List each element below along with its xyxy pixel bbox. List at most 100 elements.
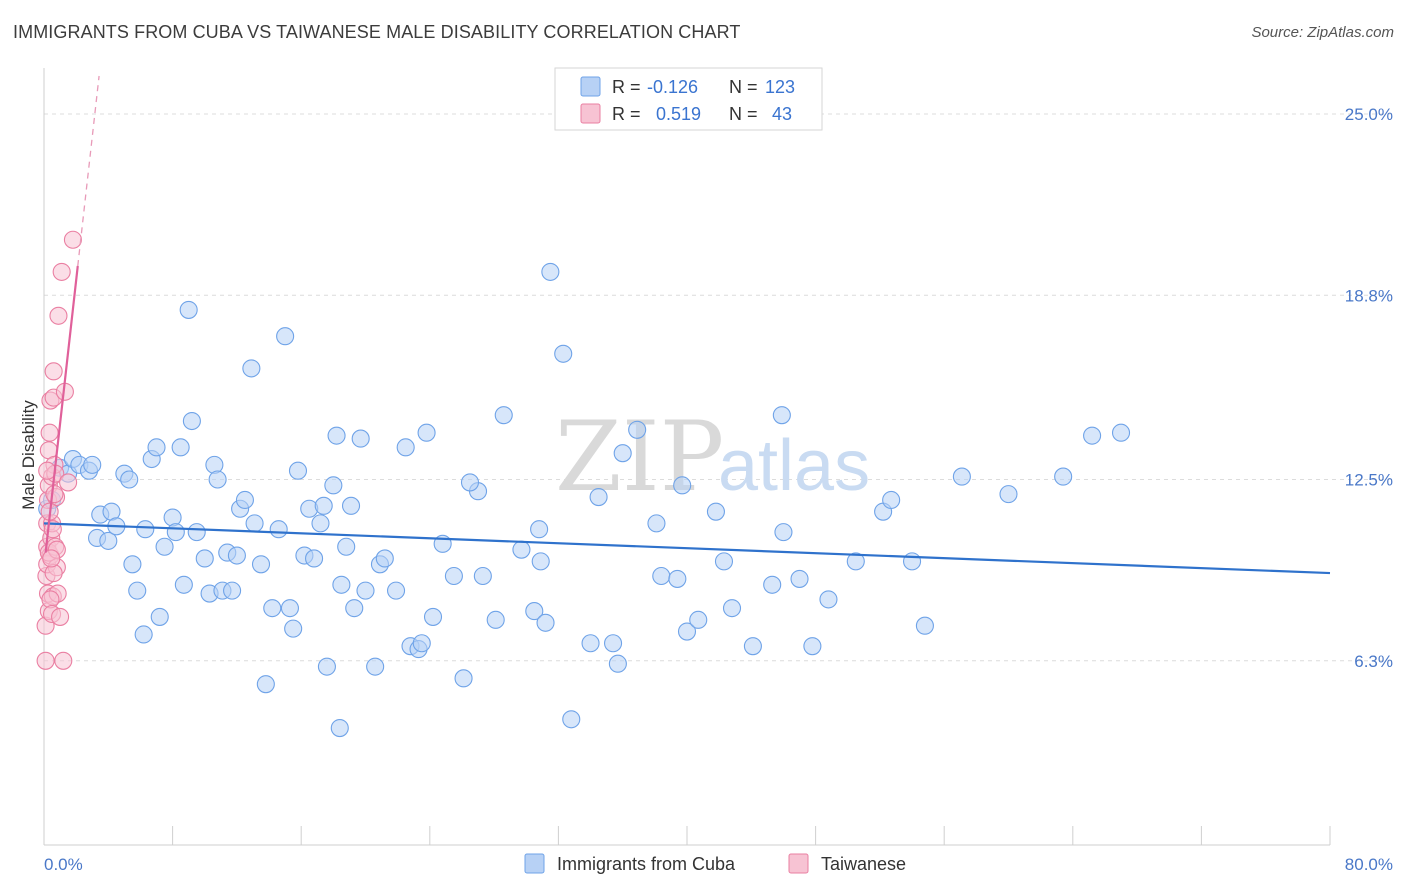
point-cuba <box>608 654 627 673</box>
bottom-legend-label-cuba: Immigrants from Cuba <box>557 854 736 874</box>
y-tick-label: 25.0% <box>1345 105 1393 124</box>
point-taiwanese <box>44 362 63 381</box>
point-cuba <box>604 634 623 653</box>
trend-lines <box>43 75 1331 575</box>
point-cuba <box>743 637 762 656</box>
point-cuba <box>525 602 544 621</box>
trend-line-taiwanese-extension <box>77 75 100 267</box>
point-cuba <box>554 344 573 363</box>
point-cuba <box>423 607 443 626</box>
y-tick-label: 6.3% <box>1354 652 1393 671</box>
point-cuba <box>227 546 246 565</box>
point-cuba <box>356 581 375 600</box>
point-cuba <box>915 616 934 635</box>
point-cuba <box>332 575 351 594</box>
point-taiwanese <box>63 230 82 249</box>
axis-labels: 6.3% 12.5% 18.8% 25.0% 0.0% 80.0% Male Disabil… <box>19 105 1393 874</box>
point-cuba <box>722 599 742 618</box>
point-cuba <box>276 327 295 346</box>
point-cuba <box>763 575 782 594</box>
point-cuba <box>136 520 155 539</box>
point-cuba <box>444 566 463 586</box>
y-axis-title: Male Disability <box>19 400 38 510</box>
point-cuba <box>417 423 436 442</box>
point-cuba <box>223 581 242 600</box>
point-cuba <box>628 420 647 439</box>
point-taiwanese <box>40 423 59 442</box>
point-cuba <box>999 485 1018 504</box>
point-cuba <box>147 438 166 457</box>
point-cuba <box>150 607 169 626</box>
point-cuba <box>337 537 356 556</box>
point-cuba <box>171 438 190 457</box>
point-cuba <box>305 549 324 568</box>
point-cuba <box>208 470 227 489</box>
point-taiwanese <box>52 262 71 281</box>
x-tick-label-min: 0.0% <box>44 855 83 874</box>
point-cuba <box>99 531 118 550</box>
legend-r-label-taiwanese: R = <box>612 104 641 124</box>
bottom-legend: Immigrants from Cuba Taiwanese <box>524 853 906 874</box>
point-taiwanese <box>42 549 61 568</box>
point-cuba <box>187 523 206 542</box>
legend-n-label-taiwanese: N = <box>729 104 758 124</box>
point-cuba <box>345 599 364 618</box>
point-cuba <box>366 657 385 676</box>
point-cuba <box>581 634 600 653</box>
top-legend: R = -0.126 N = 123 R = 0.519 N = 43 <box>554 67 823 131</box>
point-cuba <box>512 540 531 559</box>
point-cuba <box>280 599 299 618</box>
trend-line-taiwanese <box>44 265 79 553</box>
point-cuba <box>882 490 901 510</box>
point-cuba <box>155 537 174 556</box>
trend-line-cuba <box>43 522 1331 575</box>
point-cuba <box>673 476 692 495</box>
point-cuba <box>327 426 346 445</box>
point-cuba <box>677 622 697 641</box>
point-cuba <box>284 619 303 638</box>
point-cuba <box>803 637 822 656</box>
point-cuba <box>473 566 492 586</box>
point-cuba <box>531 552 550 571</box>
point-cuba <box>412 634 431 653</box>
point-cuba <box>269 520 288 539</box>
point-cuba <box>317 657 336 676</box>
point-cuba <box>706 502 725 521</box>
point-taiwanese <box>51 607 70 626</box>
point-cuba <box>324 476 343 495</box>
point-cuba <box>166 523 185 542</box>
point-cuba <box>486 610 505 629</box>
point-cuba <box>396 438 415 457</box>
point-cuba <box>562 710 581 729</box>
point-cuba <box>123 555 142 574</box>
data-points <box>36 230 1131 738</box>
point-cuba <box>330 718 349 738</box>
point-cuba <box>772 406 791 425</box>
watermark-zip: ZIP <box>555 401 724 513</box>
point-taiwanese <box>59 473 78 492</box>
point-cuba <box>668 569 687 588</box>
point-cuba <box>83 455 102 474</box>
point-taiwanese <box>54 651 73 670</box>
point-cuba <box>235 490 254 510</box>
source-label: Source: ZipAtlas.com <box>1251 24 1394 41</box>
point-cuba <box>647 514 666 533</box>
point-taiwanese <box>36 651 55 670</box>
point-cuba <box>454 669 473 688</box>
point-cuba <box>714 552 734 571</box>
point-cuba <box>195 549 214 568</box>
point-cuba <box>128 581 147 600</box>
point-cuba <box>541 262 560 281</box>
point-cuba <box>163 508 182 527</box>
point-cuba <box>182 411 201 431</box>
point-cuba <box>530 520 549 539</box>
watermark: ZIP atlas <box>555 401 870 513</box>
y-tick-label: 18.8% <box>1345 286 1393 305</box>
point-cuba <box>1083 426 1102 445</box>
legend-swatch-taiwanese <box>580 103 601 124</box>
point-cuba <box>205 455 224 474</box>
point-cuba <box>689 610 708 629</box>
point-cuba <box>375 549 394 568</box>
point-cuba <box>174 575 193 594</box>
